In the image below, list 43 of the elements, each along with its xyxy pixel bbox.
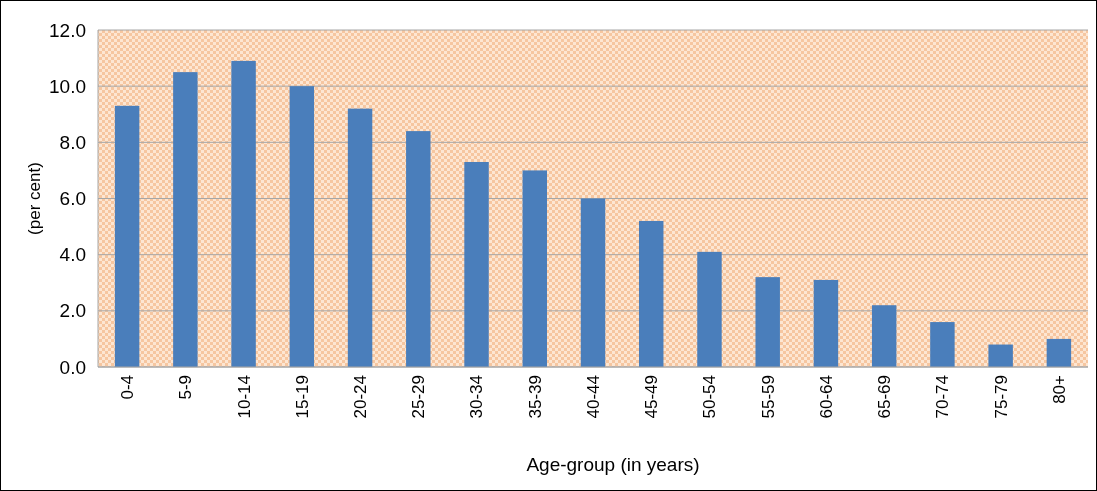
x-tick-label: 60-64: [816, 375, 836, 419]
x-tick-label: 10-14: [234, 375, 254, 419]
x-tick-label: 5-9: [176, 375, 196, 400]
bar: [173, 72, 198, 367]
x-tick-label: 30-34: [467, 375, 487, 419]
bar: [697, 251, 722, 367]
x-tick-label: 80+: [1049, 374, 1069, 404]
y-tick-label: 2.0: [59, 300, 86, 322]
x-tick-label: 25-29: [409, 375, 429, 419]
y-tick-label: 6.0: [59, 188, 86, 210]
bar: [522, 170, 547, 367]
y-axis-title: (per cent): [25, 162, 44, 235]
x-tick-label: 20-24: [351, 375, 371, 419]
x-tick-label: 40-44: [583, 375, 603, 419]
bar: [406, 131, 431, 367]
x-tick-label: 55-59: [758, 375, 778, 419]
bar: [930, 322, 955, 367]
bar: [347, 108, 373, 367]
x-tick-label: 50-54: [700, 375, 720, 419]
bar: [1046, 338, 1072, 367]
y-tick-label: 0.0: [59, 356, 86, 378]
x-tick-label: 70-74: [933, 375, 953, 419]
x-tick-label: 15-19: [292, 375, 312, 419]
bar: [289, 86, 315, 367]
x-tick-label: 35-39: [525, 375, 545, 419]
bar: [231, 60, 256, 367]
y-tick-label: 8.0: [59, 131, 86, 153]
y-tick-label: 10.0: [49, 75, 86, 97]
y-tick-label: 12.0: [49, 19, 86, 41]
bar: [639, 220, 664, 367]
y-tick-label: 4.0: [59, 244, 86, 266]
bar: [114, 105, 140, 367]
x-tick-label: 65-69: [875, 375, 895, 419]
x-tick-label: 45-49: [642, 375, 662, 419]
bar: [871, 305, 897, 367]
x-tick-label: 75-79: [991, 375, 1011, 419]
bar: [988, 344, 1013, 367]
x-tick-label: 0-4: [118, 375, 138, 400]
bar: [464, 161, 489, 367]
bar: [755, 277, 780, 367]
x-axis-title: Age-group (in years): [526, 454, 700, 475]
bar: [580, 198, 606, 367]
bar: [813, 279, 839, 367]
